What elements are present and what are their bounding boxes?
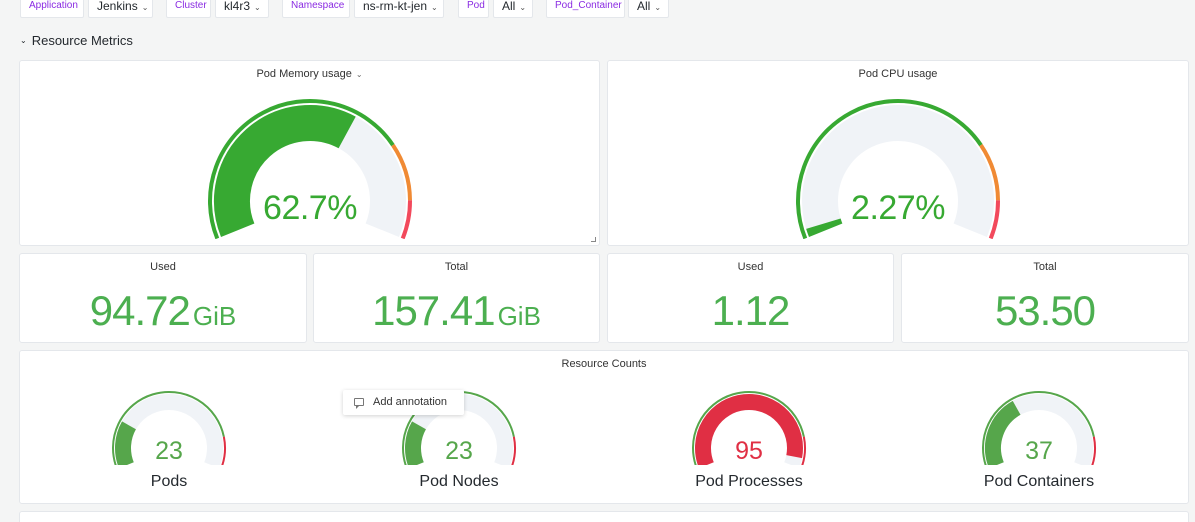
panel-pod-memory-usage: Pod Memory usage ⌄ 62.7% bbox=[19, 60, 600, 246]
variable-value: All bbox=[637, 0, 651, 13]
pod-containers-gauge bbox=[982, 391, 1096, 465]
row-title: Resource Metrics bbox=[31, 33, 133, 48]
chevron-down-icon: ⌄ bbox=[431, 3, 438, 12]
pods-gauge bbox=[112, 391, 226, 465]
stat-value: 1.12 bbox=[608, 287, 893, 335]
panel-title[interactable]: Resource Counts bbox=[561, 358, 647, 370]
pods-value: 23 bbox=[155, 437, 183, 465]
pod-processes-gauge bbox=[692, 391, 806, 465]
stat-value: 53.50 bbox=[902, 287, 1188, 335]
add-annotation-button[interactable]: Add annotation bbox=[343, 390, 464, 415]
pod-nodes-label: Pod Nodes bbox=[419, 473, 499, 490]
row-toggle-resource-metrics[interactable]: ⌄ Resource Metrics bbox=[20, 33, 133, 48]
panel-title[interactable]: Pod CPU usage bbox=[608, 68, 1188, 80]
panel-title[interactable]: Total bbox=[1033, 261, 1057, 273]
stat-cpu-total: Total 53.50 bbox=[901, 253, 1189, 343]
cpu-gauge bbox=[796, 99, 1000, 239]
stat-number: 53.50 bbox=[994, 287, 1096, 334]
stat-cpu-used: Used 1.12 bbox=[607, 253, 894, 343]
stat-number: 1.12 bbox=[711, 287, 791, 334]
variable-select-application[interactable]: Jenkins ⌄ bbox=[88, 0, 153, 18]
stat-unit: GiB bbox=[192, 301, 237, 331]
memory-gauge-value: 62.7% bbox=[263, 189, 357, 227]
stat-value: 157.41 GiB bbox=[314, 287, 599, 340]
panel-resource-counts: Resource Counts 23 Pods 23 Pod Nodes 95 … bbox=[19, 350, 1189, 504]
variable-label-application: Application bbox=[20, 0, 84, 18]
memory-gauge bbox=[208, 99, 412, 239]
variable-label-cluster: Cluster bbox=[166, 0, 211, 18]
variable-value: All bbox=[502, 0, 516, 13]
variable-value: Jenkins bbox=[97, 0, 138, 13]
chevron-down-icon: ⌄ bbox=[20, 36, 27, 45]
chevron-down-icon: ⌄ bbox=[355, 70, 363, 79]
cpu-gauge-value: 2.27% bbox=[851, 189, 945, 227]
variable-value: kl4r3 bbox=[224, 0, 251, 13]
variable-label-pod: Pod bbox=[458, 0, 489, 18]
panel-title-text: Pod Memory usage bbox=[256, 68, 352, 80]
variable-label-namespace: Namespace bbox=[282, 0, 350, 18]
stat-value: 94.72 GiB bbox=[20, 287, 306, 340]
panel-title[interactable]: Pod Memory usage ⌄ bbox=[20, 68, 599, 80]
comment-icon bbox=[354, 398, 364, 409]
pod-containers-label: Pod Containers bbox=[983, 473, 1095, 490]
panel-next-cutoff bbox=[19, 511, 1189, 522]
add-annotation-label: Add annotation bbox=[373, 396, 448, 408]
panel-title[interactable]: Used bbox=[150, 261, 176, 273]
pod-nodes-value: 23 bbox=[445, 437, 473, 465]
chevron-down-icon: ⌄ bbox=[141, 3, 149, 12]
chevron-down-icon: ⌄ bbox=[254, 3, 261, 12]
panel-title[interactable]: Used bbox=[737, 261, 764, 273]
variable-select-pod-container[interactable]: All ⌄ bbox=[628, 0, 669, 18]
chevron-down-icon: ⌄ bbox=[519, 3, 527, 12]
stat-number: 94.72 bbox=[89, 287, 191, 334]
variable-select-cluster[interactable]: kl4r3 ⌄ bbox=[215, 0, 269, 18]
variable-label-pod-container: Pod_Container bbox=[546, 0, 625, 18]
panel-title-text: Pod CPU usage bbox=[858, 68, 938, 80]
panel-pod-cpu-usage: Pod CPU usage 2.27% bbox=[607, 60, 1189, 246]
variable-select-namespace[interactable]: ns-rm-kt-jen ⌄ bbox=[354, 0, 444, 18]
pod-processes-value: 95 bbox=[735, 437, 763, 465]
variable-select-pod[interactable]: All ⌄ bbox=[493, 0, 533, 18]
stat-unit: GiB bbox=[497, 301, 541, 331]
pods-label: Pods bbox=[150, 473, 188, 490]
resize-handle[interactable] bbox=[591, 237, 596, 242]
stat-number: 157.41 bbox=[372, 287, 495, 334]
stat-memory-used: Used 94.72 GiB bbox=[19, 253, 307, 343]
stat-memory-total: Total 157.41 GiB bbox=[313, 253, 600, 343]
pod-processes-label: Pod Processes bbox=[695, 473, 803, 490]
chevron-down-icon: ⌄ bbox=[654, 3, 662, 12]
panel-title[interactable]: Total bbox=[444, 261, 469, 273]
pod-containers-value: 37 bbox=[1025, 437, 1053, 465]
variable-value: ns-rm-kt-jen bbox=[363, 0, 428, 13]
